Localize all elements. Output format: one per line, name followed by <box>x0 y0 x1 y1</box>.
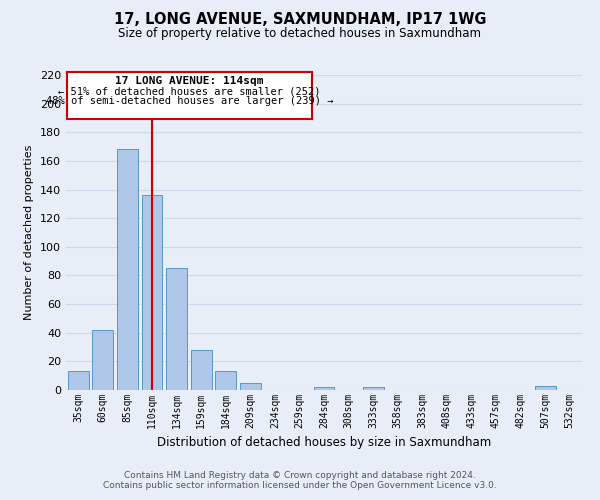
Bar <box>191 350 212 390</box>
Text: Size of property relative to detached houses in Saxmundham: Size of property relative to detached ho… <box>119 28 482 40</box>
Text: ← 51% of detached houses are smaller (252): ← 51% of detached houses are smaller (25… <box>58 86 321 97</box>
Bar <box>166 268 187 390</box>
Bar <box>68 372 89 390</box>
Bar <box>92 330 113 390</box>
Bar <box>240 383 261 390</box>
FancyBboxPatch shape <box>67 72 312 120</box>
Bar <box>314 387 334 390</box>
X-axis label: Distribution of detached houses by size in Saxmundham: Distribution of detached houses by size … <box>157 436 491 450</box>
Bar <box>535 386 556 390</box>
Text: 17 LONG AVENUE: 114sqm: 17 LONG AVENUE: 114sqm <box>115 76 264 86</box>
Bar <box>215 372 236 390</box>
Bar <box>142 196 163 390</box>
Y-axis label: Number of detached properties: Number of detached properties <box>25 145 34 320</box>
Bar <box>362 387 383 390</box>
Text: 48% of semi-detached houses are larger (239) →: 48% of semi-detached houses are larger (… <box>46 96 333 106</box>
Text: Contains HM Land Registry data © Crown copyright and database right 2024.
Contai: Contains HM Land Registry data © Crown c… <box>103 470 497 490</box>
Text: 17, LONG AVENUE, SAXMUNDHAM, IP17 1WG: 17, LONG AVENUE, SAXMUNDHAM, IP17 1WG <box>114 12 486 28</box>
Bar <box>117 150 138 390</box>
